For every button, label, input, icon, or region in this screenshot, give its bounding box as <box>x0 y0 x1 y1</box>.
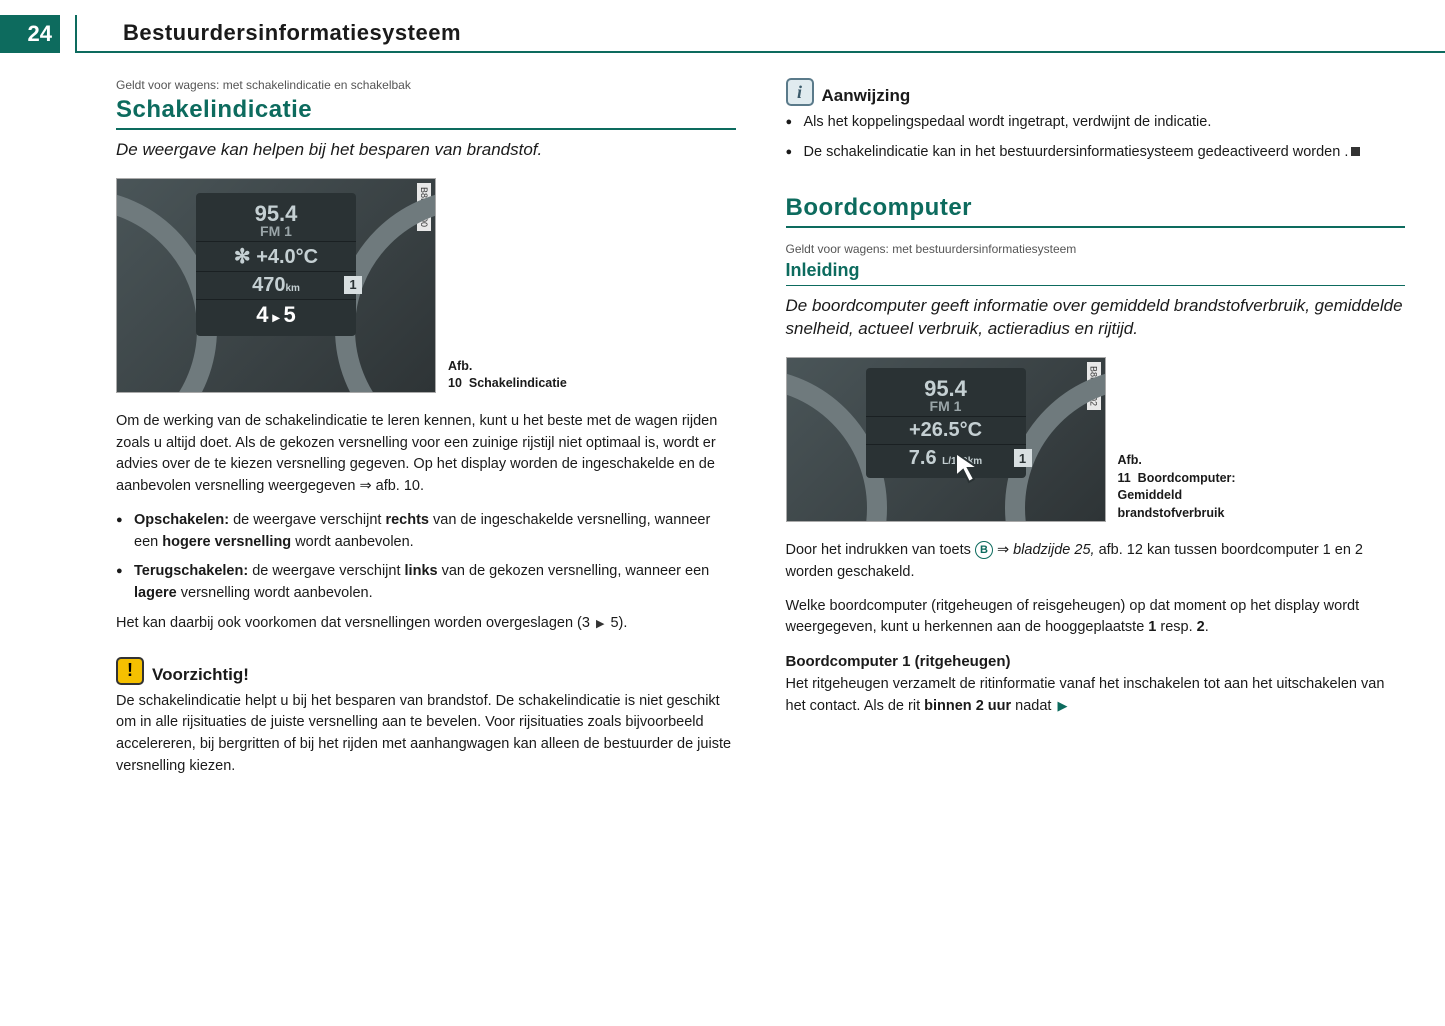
dash-panel-2: 95.4 FM 1 +26.5°C 7.6 L/100km 1 <box>866 368 1026 478</box>
info-bullet-2: De schakelindicatie kan in het bestuurde… <box>786 142 1406 164</box>
applies-to: Geldt voor wagens: met schakelindicatie … <box>116 78 736 92</box>
warning-icon: ! <box>116 657 144 685</box>
dash-panel: 95.4 FM 1 ✻ +4.0°C 470km 1 4▸ 5 <box>196 193 356 336</box>
info-icon: i <box>786 78 814 106</box>
cons-value: 7.6 <box>909 447 937 469</box>
section-title-boordcomputer: Boordcomputer <box>786 194 1406 228</box>
page-content: Geldt voor wagens: met schakelindicatie … <box>116 78 1405 790</box>
figure-10: B8P-1200 95.4 FM 1 ✻ +4.0°C 470km 1 4▸5 <box>116 178 736 393</box>
button-b-icon: B <box>975 541 993 559</box>
para-r1: Door het indrukken van toets B ⇒ bladzij… <box>786 540 1406 584</box>
figure-11: B8P-1202 95.4 FM 1 +26.5°C 7.6 L/100km 1 <box>786 357 1406 522</box>
figure-10-image: B8P-1200 95.4 FM 1 ✻ +4.0°C 470km 1 4▸5 <box>116 178 436 393</box>
bullet-up-label: Opschakelen: <box>134 512 229 528</box>
figure-10-caption: Afb. 10 Schakelindicatie <box>448 358 588 393</box>
figure-11-image: B8P-1202 95.4 FM 1 +26.5°C 7.6 L/100km 1 <box>786 357 1106 522</box>
subsection-inleiding: Inleiding <box>786 260 1406 286</box>
temp-row-2: +26.5°C <box>866 417 1026 445</box>
intro-text-2: De boordcomputer geeft informatie over g… <box>786 294 1406 342</box>
page-header: Bestuurdersinformatiesysteem <box>75 15 1445 53</box>
radio-band-2: FM 1 <box>866 398 1026 414</box>
left-column: Geldt voor wagens: met schakelindicatie … <box>116 78 736 790</box>
header-divider <box>75 15 115 51</box>
caution-header: ! Voorzichtig! <box>116 657 736 685</box>
caution-title: Voorzichtig! <box>152 665 249 685</box>
radio-freq-2: 95.4 FM 1 <box>866 374 1026 417</box>
cons-badge: 1 <box>1014 449 1032 467</box>
range-unit: km <box>285 283 299 294</box>
gear-arrow-icon: ▸ <box>272 309 279 325</box>
skip-arrow-icon: ▶ <box>596 616 604 633</box>
caption-text-2: Boordcomputer: Gemiddeld brandstofverbru… <box>1118 471 1236 520</box>
info-callout: i Aanwijzing Als het koppelingspedaal wo… <box>786 78 1406 164</box>
page-number: 24 <box>0 15 60 53</box>
radio-band: FM 1 <box>196 223 356 239</box>
bullet-dn-label: Terugschakelen: <box>134 563 248 579</box>
range-badge: 1 <box>344 276 362 294</box>
info-title: Aanwijzing <box>822 86 911 106</box>
temp-row: ✻ +4.0°C <box>196 242 356 272</box>
section-title-schakelindicatie: Schakelindicatie <box>116 96 736 130</box>
bullet-downshift: Terugschakelen: de weergave verschijnt l… <box>116 561 736 605</box>
range-value: 470 <box>252 274 285 296</box>
para-1: Om de werking van de schakelindicatie te… <box>116 411 736 498</box>
subheading-bc1: Boordcomputer 1 (ritgeheugen) <box>786 653 1406 670</box>
gear-from: 4 <box>256 302 268 327</box>
intro-text: De weergave kan helpen bij het besparen … <box>116 138 736 162</box>
radio-freq: 95.4 FM 1 <box>196 199 356 242</box>
header-title: Bestuurdersinformatiesysteem <box>115 20 461 46</box>
para-r2: Welke boordcomputer (ritgeheugen of reis… <box>786 596 1406 640</box>
applies-to-2: Geldt voor wagens: met bestuurdersinform… <box>786 242 1406 256</box>
caution-body: De schakelindicatie helpt u bij het besp… <box>116 691 736 778</box>
para-2: Het kan daarbij ook voorkomen dat versne… <box>116 613 736 635</box>
para-r3: Het ritgeheugen verzamelt de ritinformat… <box>786 674 1406 718</box>
page-ref: bladzijde 25, <box>1013 542 1094 558</box>
caption-text: Schakelindicatie <box>469 376 567 390</box>
caution-callout: ! Voorzichtig! De schakelindicatie helpt… <box>116 657 736 778</box>
cons-row: 7.6 L/100km 1 <box>866 445 1026 472</box>
figure-11-caption: Afb. 11 Boordcomputer: Gemiddeld brandst… <box>1118 452 1258 522</box>
cursor-icon <box>951 448 991 488</box>
gear-row: 4▸ 5 <box>196 300 356 330</box>
range-row: 470km 1 <box>196 272 356 300</box>
right-column: i Aanwijzing Als het koppelingspedaal wo… <box>786 78 1406 790</box>
continue-arrow-icon: ▶ <box>1057 698 1067 713</box>
end-section-icon <box>1351 147 1360 156</box>
bullet-upshift: Opschakelen: de weergave verschijnt rech… <box>116 510 736 554</box>
info-bullet-1: Als het koppelingspedaal wordt ingetrapt… <box>786 112 1406 134</box>
info-header: i Aanwijzing <box>786 78 1406 106</box>
gear-to: 5 <box>284 302 296 327</box>
